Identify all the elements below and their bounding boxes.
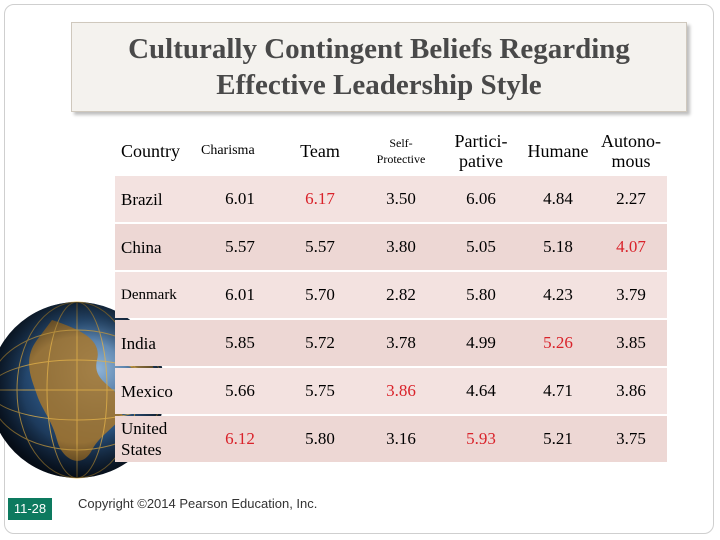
cell-value: 5.21 <box>521 416 595 462</box>
cell-country: United States <box>115 416 201 462</box>
header-charisma: Charisma <box>201 143 255 158</box>
cell-value: 5.85 <box>201 320 279 366</box>
cell-value: 2.82 <box>361 272 441 318</box>
table-row: China 5.57 5.57 3.80 5.05 5.18 4.07 <box>115 224 667 270</box>
cell-value: 5.66 <box>201 368 279 414</box>
cell-country: Denmark <box>115 272 201 318</box>
cell-value: 6.12 <box>201 416 279 462</box>
cell-value: 5.70 <box>279 272 361 318</box>
cell-value: 3.85 <box>595 320 667 366</box>
header-team: Team <box>300 141 340 161</box>
cell-value: 4.71 <box>521 368 595 414</box>
cell-value: 4.99 <box>441 320 521 366</box>
cell-value: 5.57 <box>279 224 361 270</box>
cell-country: China <box>115 224 201 270</box>
cell-value: 5.80 <box>441 272 521 318</box>
header-autonomous: Autono- mous <box>601 131 661 171</box>
header-country: Country <box>121 141 181 161</box>
cell-value: 5.93 <box>441 416 521 462</box>
cell-value: 3.80 <box>361 224 441 270</box>
cell-value: 5.75 <box>279 368 361 414</box>
cell-value: 3.78 <box>361 320 441 366</box>
cell-value: 3.86 <box>361 368 441 414</box>
cell-value: 4.84 <box>521 176 595 222</box>
table-row: India 5.85 5.72 3.78 4.99 5.26 3.85 <box>115 320 667 366</box>
leadership-table: Country Charisma Team Self- Protective P… <box>115 126 667 464</box>
copyright-text: Copyright ©2014 Pearson Education, Inc. <box>78 496 318 511</box>
cell-value: 5.72 <box>279 320 361 366</box>
header-humane: Humane <box>527 141 589 161</box>
cell-value: 6.01 <box>201 176 279 222</box>
cell-value: 4.64 <box>441 368 521 414</box>
table-row: United States 6.12 5.80 3.16 5.93 5.21 3.75 <box>115 416 667 462</box>
cell-value: 3.75 <box>595 416 667 462</box>
table-row: Brazil 6.01 6.17 3.50 6.06 4.84 2.27 <box>115 176 667 222</box>
cell-value: 5.18 <box>521 224 595 270</box>
cell-value: 3.79 <box>595 272 667 318</box>
cell-value: 5.05 <box>441 224 521 270</box>
title-line-1: Culturally Contingent Beliefs Regarding <box>128 33 630 65</box>
slide-title: Culturally Contingent Beliefs Regarding … <box>71 22 687 112</box>
slide-number: 11-28 <box>8 498 52 520</box>
cell-value: 5.57 <box>201 224 279 270</box>
cell-value: 4.07 <box>595 224 667 270</box>
cell-value: 3.16 <box>361 416 441 462</box>
cell-value: 6.06 <box>441 176 521 222</box>
slide-frame <box>4 4 714 534</box>
cell-value: 3.50 <box>361 176 441 222</box>
cell-value: 5.80 <box>279 416 361 462</box>
cell-country: Brazil <box>115 176 201 222</box>
table-row: Mexico 5.66 5.75 3.86 4.64 4.71 3.86 <box>115 368 667 414</box>
cell-value: 2.27 <box>595 176 667 222</box>
cell-country: India <box>115 320 201 366</box>
header-self-protective: Self- Protective <box>376 136 426 166</box>
cell-value: 6.01 <box>201 272 279 318</box>
cell-value: 5.26 <box>521 320 595 366</box>
cell-value: 6.17 <box>279 176 361 222</box>
cell-value: 4.23 <box>521 272 595 318</box>
table-header-row: Country Charisma Team Self- Protective P… <box>115 128 667 174</box>
cell-value: 3.86 <box>595 368 667 414</box>
table-row: Denmark 6.01 5.70 2.82 5.80 4.23 3.79 <box>115 272 667 318</box>
header-participative: Partici- pative <box>454 131 508 171</box>
cell-country: Mexico <box>115 368 201 414</box>
title-line-2: Effective Leadership Style <box>216 69 542 101</box>
